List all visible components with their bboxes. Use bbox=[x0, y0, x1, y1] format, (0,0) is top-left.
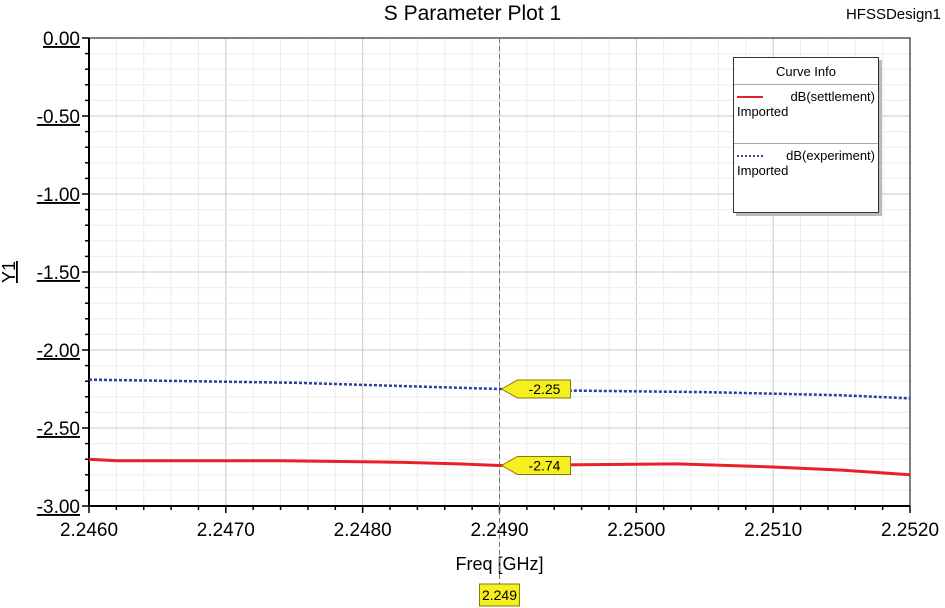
x-tick-label: 2.2500 bbox=[607, 520, 665, 541]
x-axis-label: Freq [GHz] bbox=[455, 554, 543, 574]
dotted-line-swatch-icon bbox=[737, 154, 763, 157]
y-tick-label: -2.00 bbox=[37, 341, 80, 362]
chart-title: S Parameter Plot 1 bbox=[383, 2, 562, 25]
y-tick-label: -1.00 bbox=[37, 185, 80, 206]
y-axis-label: Y1 bbox=[0, 261, 19, 283]
x-tick-label: 2.2510 bbox=[744, 520, 802, 541]
legend-series-source: Imported bbox=[737, 163, 789, 178]
x-tick-label: 2.2460 bbox=[60, 520, 118, 541]
y-tick-label: -1.50 bbox=[37, 263, 80, 284]
x-tick-label: 2.2520 bbox=[881, 520, 939, 541]
marker-x-label: 2.249 bbox=[482, 587, 517, 603]
legend-series-source: Imported bbox=[737, 104, 789, 119]
y-tick-label: -0.50 bbox=[37, 107, 80, 128]
legend-entry-settlement[interactable]: dB(settlement) Imported bbox=[734, 85, 878, 143]
marker-value-flag bbox=[500, 379, 571, 399]
legend[interactable]: Curve Info dB(settlement) Imported dB(ex… bbox=[733, 57, 879, 213]
marker-value-label: -2.74 bbox=[529, 457, 561, 473]
legend-series-name: dB(experiment) bbox=[786, 148, 875, 163]
y-tick-label: -2.50 bbox=[37, 419, 80, 440]
marker-x-flag bbox=[479, 583, 520, 607]
legend-series-name: dB(settlement) bbox=[790, 89, 875, 104]
design-label: HFSSDesign1 bbox=[845, 6, 941, 23]
x-tick-label: 2.2470 bbox=[197, 520, 255, 541]
legend-entry-experiment[interactable]: dB(experiment) Imported bbox=[734, 143, 878, 201]
y-tick-label: 0.00 bbox=[43, 29, 80, 50]
legend-title: Curve Info bbox=[734, 58, 878, 85]
marker-value-label: -2.25 bbox=[529, 381, 561, 397]
y-tick-label: -3.00 bbox=[37, 497, 80, 518]
series-line-dbsettlement bbox=[88, 457, 911, 477]
series-line-dbexperiment bbox=[88, 378, 911, 400]
x-tick-label: 2.2480 bbox=[334, 520, 392, 541]
marker-value-flag bbox=[500, 455, 571, 475]
solid-line-swatch-icon bbox=[737, 95, 763, 98]
